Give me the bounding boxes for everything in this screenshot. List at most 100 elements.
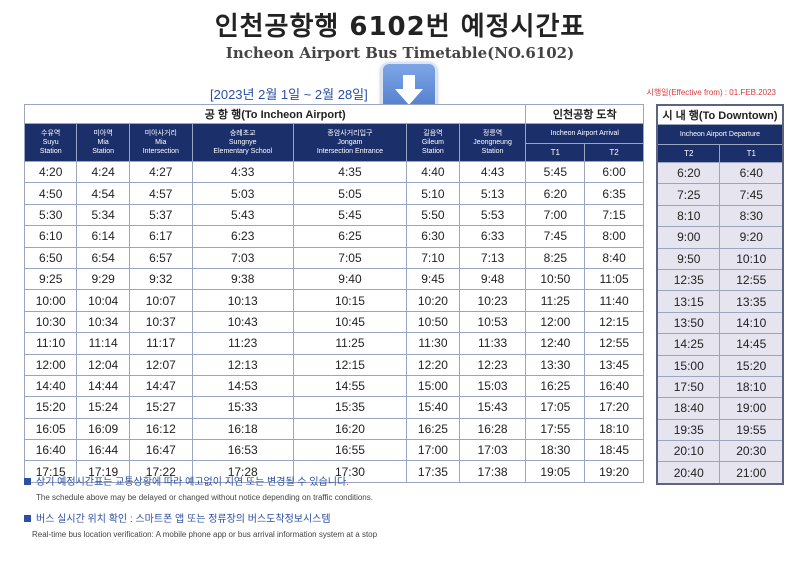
table-row: 12:35 12:55 [656,268,784,292]
downtown-time-cell: 19:00 [719,397,784,420]
departure-time-cell: 15:03 [458,374,527,398]
departure-time-cell: 6:50 [23,246,78,269]
departure-time-cell: 10:43 [191,310,294,334]
departure-time-cell: 10:45 [292,310,408,334]
stop-header: 길음역 Gileum Station [406,123,460,162]
arrival-time-cell: 12:40 [525,332,586,355]
arrival-time-cell: 8:00 [584,225,644,248]
departure-time-cell: 6:23 [191,225,294,248]
departure-time-cell: 10:37 [128,310,193,334]
arrival-time-cell: 19:20 [584,460,644,483]
arrival-time-cell: 12:15 [584,310,644,334]
effective-date: 시행일(Effective from) : 01.FEB.2023 [646,88,776,97]
arrival-time-cell: 7:15 [584,203,644,227]
terminal-header: T1 [525,143,586,162]
departure-time-cell: 16:44 [76,439,130,462]
downtown-time-cell: 12:55 [719,268,784,292]
downtown-time-cell: 8:30 [719,204,784,228]
departure-time-cell: 9:48 [458,267,527,291]
departure-time-cell: 16:25 [406,417,460,441]
note-delay: 상기 예정시간표는 교통상황에 따라 예고없이 지연 또는 변경될 수 있습니다… [24,473,373,502]
departure-time-cell: 7:13 [458,246,527,269]
departure-time-cell: 4:33 [191,160,294,184]
arrival-time-cell: 17:20 [584,396,644,419]
departure-time-cell: 4:40 [406,160,460,184]
departure-time-cell: 6:33 [458,225,527,248]
note-en: The schedule above may be delayed or cha… [36,493,373,502]
departure-time-cell: 12:23 [458,353,527,376]
departure-time-cell: 10:34 [76,310,130,334]
table-row: 19:35 19:55 [656,418,784,442]
downtown-time-cell: 7:25 [656,183,721,206]
table-row: 13:50 14:10 [656,311,784,335]
table-row: 18:40 19:00 [656,397,784,420]
downtown-time-cell: 6:40 [719,161,784,185]
table-row: 12:00 12:04 12:07 12:13 12:15 12:20 12:23 13:30… [23,353,644,376]
arrival-time-cell: 8:40 [584,246,644,269]
downtown-time-cell: 14:10 [719,311,784,335]
table-row: 11:10 11:14 11:17 11:23 11:25 11:30 11:33 12:40… [23,332,644,355]
departure-time-cell: 5:43 [191,203,294,227]
arrival-time-cell: 11:05 [584,267,644,291]
departure-time-cell: 10:20 [406,289,460,312]
stop-header: 정릉역 Jeongneung Station [458,123,527,162]
date-range: [2023년 2월 1일 ~ 2월 28일] [210,87,368,102]
downtown-time-cell: 9:00 [656,226,721,249]
arrival-time-cell: 18:30 [525,439,586,462]
departure-time-cell: 12:00 [23,353,78,376]
departure-time-cell: 9:38 [191,267,294,291]
departure-time-cell: 9:32 [128,267,193,291]
stop-header: 미아사거리 Mia Intersection [128,123,193,162]
arrival-time-cell: 6:20 [525,182,586,205]
departure-time-cell: 4:54 [76,182,130,205]
departure-time-cell: 10:13 [191,289,294,312]
bullet-icon [24,515,31,522]
departure-time-cell: 16:20 [292,417,408,441]
terminal-header: T2 [656,144,721,163]
table-row: 14:40 14:44 14:47 14:53 14:55 15:00 15:03 16:25… [23,374,644,398]
arrival-time-cell: 11:25 [525,289,586,312]
arrival-time-cell: 16:40 [584,374,644,398]
departure-time-cell: 4:20 [23,160,78,184]
downtown-time-cell: 8:10 [656,204,721,228]
departure-time-cell: 17:19 [76,460,130,483]
departure-time-cell: 17:38 [458,460,527,483]
departure-time-cell: 5:13 [458,182,527,205]
departure-time-cell: 5:45 [292,203,408,227]
arrival-group-header: 인천공항 도착 [525,104,644,124]
departure-time-cell: 16:53 [191,439,294,462]
departure-time-cell: 12:04 [76,353,130,376]
departure-time-cell: 14:47 [128,374,193,398]
departure-time-cell: 17:22 [128,460,193,483]
departure-time-cell: 15:20 [23,396,78,419]
table-row: 15:00 15:20 [656,354,784,377]
downtown-time-cell: 18:40 [656,397,721,420]
downtown-time-cell: 13:35 [719,290,784,313]
terminal-header: T1 [719,144,784,163]
arrival-time-cell: 7:45 [525,225,586,248]
stop-header: 종암사거리입구 Jongam Intersection Entrance [292,123,408,162]
departure-time-cell: 10:23 [458,289,527,312]
arrival-time-cell: 8:25 [525,246,586,269]
arrival-time-cell: 17:05 [525,396,586,419]
departure-time-cell: 15:40 [406,396,460,419]
departure-time-cell: 10:50 [406,310,460,334]
downtown-time-cell: 9:50 [656,247,721,270]
downtown-time-cell: 7:45 [719,183,784,206]
departure-time-cell: 5:37 [128,203,193,227]
departure-time-cell: 17:28 [191,460,294,483]
table-row: 20:40 21:00 [656,461,784,485]
departure-time-cell: 14:40 [23,374,78,398]
departure-time-cell: 16:18 [191,417,294,441]
departure-time-cell: 6:30 [406,225,460,248]
downtown-time-cell: 21:00 [719,461,784,485]
page-subtitle: Incheon Airport Bus Timetable(NO.6102) [225,44,575,62]
departure-time-cell: 11:14 [76,332,130,355]
departure-time-cell: 10:30 [23,310,78,334]
downtown-group-header: 시 내 행(To Downtown) [656,104,784,125]
departure-time-cell: 11:23 [191,332,294,355]
table-row: 9:50 10:10 [656,247,784,270]
departure-time-cell: 15:24 [76,396,130,419]
bullet-icon [24,478,31,485]
table-row: 8:10 8:30 [656,204,784,228]
